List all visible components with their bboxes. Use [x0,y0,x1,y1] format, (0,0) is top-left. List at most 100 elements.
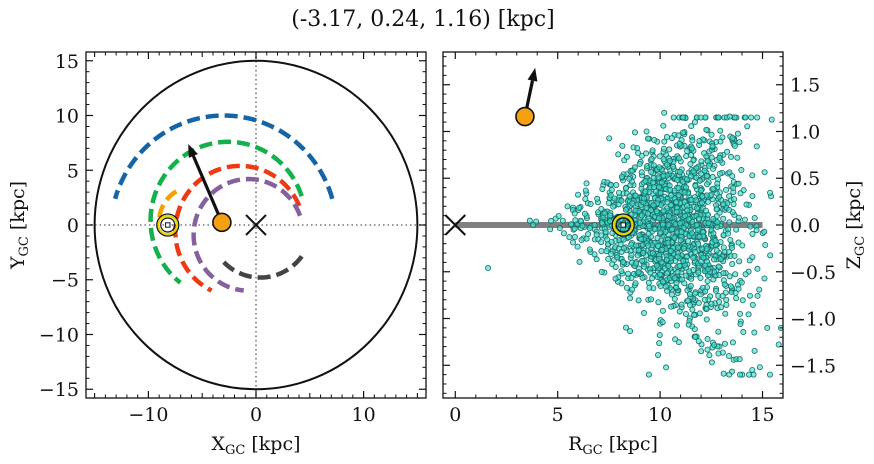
z-tick-label: 0.0 [790,215,820,237]
star-point [714,180,721,187]
star-point [701,296,708,303]
star-point [690,168,697,175]
star-point [645,371,652,378]
galactic-center-marker-rz [444,214,466,236]
sun-inner-ring [615,217,631,233]
star-point [721,281,728,288]
star-point [705,266,712,273]
star-point [751,347,758,354]
galactic-center-marker [245,214,267,236]
star-point [761,228,768,235]
star-point [739,297,746,304]
star-point [568,221,575,228]
star-point [633,242,640,249]
star-point [629,286,636,293]
x-tick-label: 10 [352,404,376,426]
sun-inner-ring [160,217,176,233]
star-point [659,246,666,253]
star-point [677,237,684,244]
star-point [555,212,562,219]
star-point [640,310,647,317]
sun-center-dot [620,222,626,228]
star-point [728,244,735,251]
star-point [612,275,619,282]
star-point [649,275,656,282]
star-point [674,244,681,251]
star-point [576,204,583,211]
star-point [656,153,663,160]
star-point [564,203,571,210]
star-point [702,207,709,214]
star-point [686,291,693,298]
star-point [745,311,752,318]
star-point [613,181,620,188]
star-point [638,169,645,176]
spiral-arm-5 [191,176,303,293]
star-point [711,341,718,348]
spiral-arm-4 [173,163,302,293]
star-point [611,195,618,202]
star-point [689,230,696,237]
star-point [657,283,664,290]
star-point [696,233,703,240]
star-point [684,148,691,155]
z-tick-label: −1.0 [790,309,836,331]
star-point [703,172,710,179]
star-point [682,310,689,317]
star-point [693,197,700,204]
left-x-axis-label: XGC [kpc] [211,433,300,458]
star-point [655,242,662,249]
y-tick-label: −15 [39,379,79,401]
star-point [676,308,683,315]
star-point [673,199,680,206]
star-point [640,250,647,257]
r-tick-label: 10 [648,404,672,426]
star-point [746,292,753,299]
star-point [671,234,678,241]
star-point [713,287,720,294]
star-point [732,271,739,278]
star-point [659,319,666,326]
star-point [618,268,625,275]
star-point [606,135,613,142]
star-point [583,235,590,242]
star-point [598,219,605,226]
star-point [735,214,742,221]
star-point [586,246,593,253]
star-point [576,258,583,265]
star-point [708,359,715,366]
star-point [726,206,733,213]
star-point [749,193,756,200]
star-point [696,310,703,317]
star-point [620,245,627,252]
star-point [726,193,733,200]
star-point [642,188,649,195]
spiral-arm-6 [222,251,306,280]
star-point [625,270,632,277]
star-point [591,221,598,228]
star-point [679,129,686,136]
star-point [768,116,775,123]
star-point [640,195,647,202]
star-point [622,185,629,192]
star-point [749,172,756,179]
star-point [746,371,753,378]
star-point [678,276,685,283]
star-point [559,217,566,224]
star-point [710,230,717,237]
star-point [728,153,735,160]
star-point [704,181,711,188]
y-tick-label: 0 [67,215,79,237]
r-tick-label: 0 [449,404,461,426]
star-point [710,215,717,222]
star-point [656,164,663,171]
star-point [581,210,588,217]
star-point [731,252,738,259]
star-point [643,150,650,157]
star-point [736,258,743,265]
star-point [646,284,653,291]
star-point [656,255,663,262]
star-point [717,127,724,134]
star-point [717,256,724,263]
star-point [663,364,670,371]
